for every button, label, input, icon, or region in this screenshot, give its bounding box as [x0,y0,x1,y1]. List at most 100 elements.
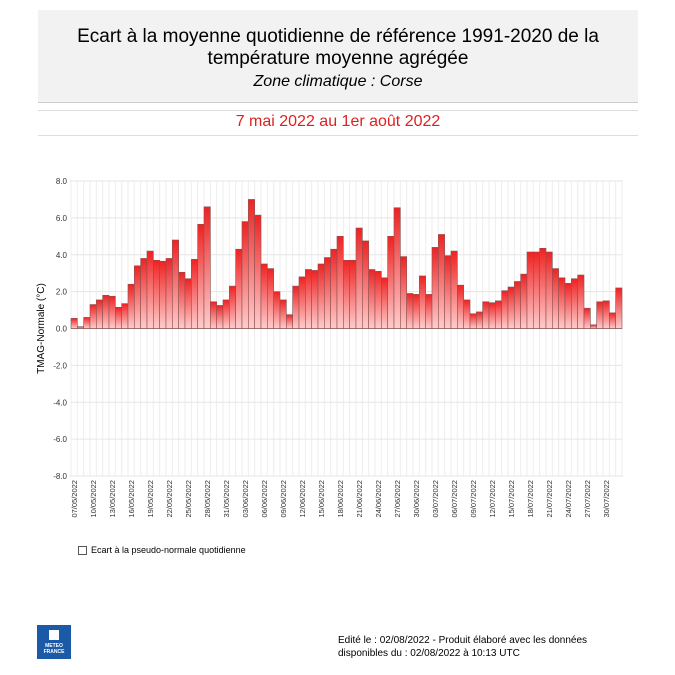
y-tick-label: 0.0 [56,325,68,334]
bar [419,275,426,329]
y-tick-label: -2.0 [53,361,67,370]
x-tick-label: 18/06/2022 [336,480,345,518]
bar [552,268,559,329]
bar [444,255,452,329]
x-tick-label: 15/06/2022 [317,480,326,518]
x-tick-label: 16/05/2022 [127,480,136,518]
bar [520,273,528,329]
bar [298,276,306,329]
bar [279,299,287,329]
bar [260,263,268,329]
bar [577,274,585,329]
x-tick-label: 22/05/2022 [165,480,174,518]
bar [495,300,502,329]
legend-label: Ecart à la pseudo-normale quotidienne [91,545,246,555]
bar [596,301,604,329]
bar [412,294,420,329]
bar [115,306,122,329]
bar [172,239,179,329]
bar [362,240,369,329]
divider [38,135,638,136]
bar [77,326,84,329]
x-tick-label: 12/06/2022 [298,480,307,518]
bar [438,234,445,329]
chart-header: Ecart à la moyenne quotidienne de référe… [38,10,638,103]
bar [602,300,610,329]
bar [343,259,350,329]
bar [539,247,547,329]
bar [292,285,300,329]
bar [476,311,483,329]
bar [609,312,616,329]
bar [615,287,623,329]
bar [368,269,376,329]
x-tick-label: 03/06/2022 [241,480,250,518]
bar [393,207,401,329]
bar [197,224,205,329]
bar [203,206,211,329]
meteo-france-logo: METEO FRANCE [37,625,71,659]
x-tick-label: 13/05/2022 [108,480,117,518]
bar [140,258,148,329]
x-tick-label: 09/07/2022 [469,480,478,518]
zone-subtitle: Zone climatique : Corse [253,73,423,90]
bar [501,290,509,329]
bar [336,236,344,329]
x-tick-label: 21/06/2022 [355,480,364,518]
chart-title: Ecart à la moyenne quotidienne de référe… [77,26,599,69]
bar [526,251,534,329]
x-tick-label: 24/07/2022 [564,480,573,518]
x-tick-label: 06/06/2022 [260,480,269,518]
bar [482,301,490,329]
x-tick-label: 27/06/2022 [393,480,402,518]
bar [102,295,110,329]
bar [514,281,521,329]
bar [146,250,154,329]
x-tick-label: 24/06/2022 [374,480,383,518]
x-tick-label: 21/07/2022 [545,480,554,518]
bar [583,307,591,329]
y-tick-label: 4.0 [56,251,68,260]
bar [324,257,331,329]
bar [450,250,458,329]
bar [590,324,597,329]
bar [400,256,407,329]
bar [159,260,167,329]
x-tick-label: 06/07/2022 [450,480,459,518]
x-tick-label: 30/06/2022 [412,480,421,518]
bar [127,283,135,329]
bar [387,236,395,329]
footer: Edité le : 02/08/2022 - Produit élaboré … [338,634,587,660]
bar [216,305,224,329]
x-tick-label: 07/05/2022 [70,480,79,518]
bar [425,294,433,329]
y-tick-label: -8.0 [53,472,67,481]
x-tick-label: 31/05/2022 [222,480,231,518]
bar [229,285,236,329]
bar [241,221,249,329]
y-tick-label: 2.0 [56,288,68,297]
bar [248,199,255,329]
x-tick-label: 10/05/2022 [89,480,98,518]
bar [317,263,325,329]
bar [134,265,141,329]
x-tick-label: 15/07/2022 [507,480,516,518]
bar [121,303,129,329]
bar [406,293,414,329]
y-tick-label: -6.0 [53,435,67,444]
bar [89,304,97,329]
bar [330,248,338,329]
bar [210,301,217,329]
bar [267,268,274,329]
bar [571,278,578,329]
bar [355,227,363,329]
footer-line-1: Edité le : 02/08/2022 - Produit élaboré … [338,635,588,646]
bar [254,214,262,329]
bar [286,314,293,329]
bar [564,283,572,329]
bar [463,299,471,329]
legend: Ecart à la pseudo-normale quotidienne [78,545,246,555]
y-tick-label: 6.0 [56,214,68,223]
bar [558,277,566,329]
